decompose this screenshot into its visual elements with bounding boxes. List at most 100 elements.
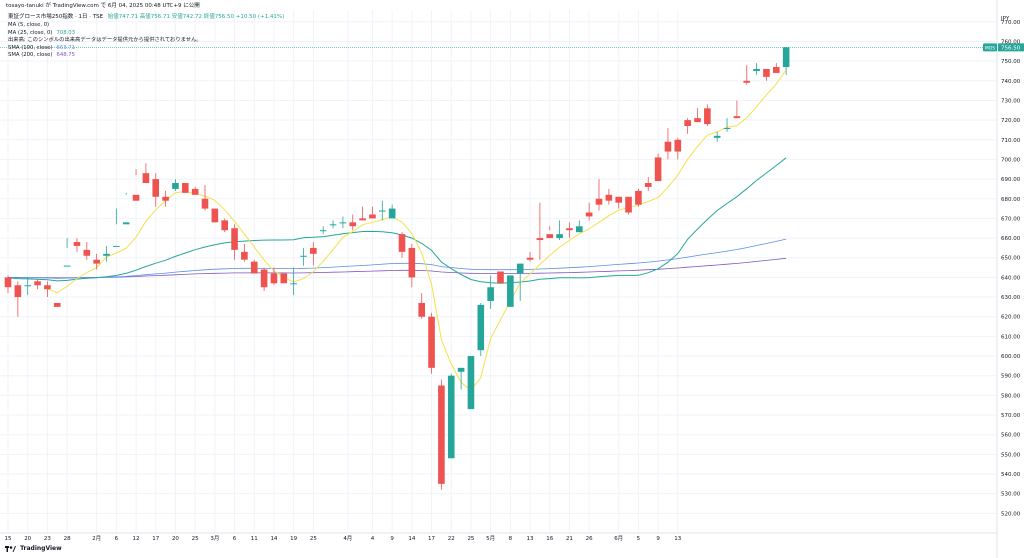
x-tick-label: 8: [509, 536, 513, 542]
candle-body: [585, 212, 593, 217]
candle-body: [497, 271, 504, 284]
legend-symbol-line: 東証グロース市場250指数 · 1日 · TSE 始値747.71 高値756.…: [8, 14, 284, 21]
candle-body: [516, 263, 524, 274]
candle-body: [349, 222, 357, 227]
candle-body: [753, 68, 760, 71]
y-tick-label: 530.00: [1001, 492, 1021, 498]
candle-body: [14, 285, 22, 298]
candle-body: [359, 218, 366, 221]
x-tick-label: 25: [310, 536, 317, 542]
legend-row[interactable]: SMA (100, close) 663.71: [8, 45, 75, 52]
candle-body: [300, 255, 307, 257]
candle-body: [713, 135, 721, 138]
sma100-line: [7, 238, 787, 279]
candle-body: [122, 222, 130, 225]
y-tick-label: 770.00: [1001, 20, 1021, 26]
publish-line: tosayo-tanuki が TradingView.com で 6月 04,…: [6, 3, 200, 9]
candle-body: [576, 226, 583, 233]
candle-body: [477, 304, 485, 351]
candle-body: [260, 269, 268, 288]
candle-body: [457, 367, 465, 372]
x-tick-label: 22: [448, 536, 455, 542]
y-tick-label: 720.00: [1001, 118, 1021, 124]
candle-body: [644, 183, 652, 187]
y-tick-label: 630.00: [1001, 295, 1021, 301]
y-tick-label: 740.00: [1001, 79, 1021, 85]
candle-body: [694, 118, 701, 123]
y-tick-label: 550.00: [1001, 452, 1021, 458]
x-tick-label: 21: [566, 536, 573, 542]
last-price-label: 756.50: [1001, 45, 1021, 51]
marker-badge: [983, 43, 997, 52]
y-tick-label: 640.00: [1001, 275, 1021, 281]
candle-body: [743, 80, 751, 83]
candle-body: [723, 127, 731, 129]
y-tick-label: 750.00: [1001, 59, 1021, 65]
x-tick-label: 2月: [92, 535, 101, 542]
y-tick-label: 690.00: [1001, 177, 1021, 183]
legend-row[interactable]: 出来高: このシンボルの出来高データはデータ提供元から提供されておりません。: [8, 37, 202, 44]
candle-body: [418, 302, 425, 317]
y-tick-label: 560.00: [1001, 433, 1021, 439]
y-tick-label: 700.00: [1001, 157, 1021, 163]
legend-row[interactable]: MA (5, close, 0): [8, 22, 49, 29]
candle-body: [53, 302, 61, 307]
candle-body: [339, 222, 347, 224]
x-tick-label: 6: [233, 536, 237, 542]
candle-body: [113, 245, 120, 247]
symbol-title[interactable]: 東証グロース市場250指数 · 1日 · TSE: [8, 14, 104, 20]
legend-label: 出来高: このシンボルの出来高データはデータ提供元から提供されておりません。: [8, 37, 202, 44]
candle-body: [44, 285, 51, 290]
x-tick-label: 16: [546, 536, 553, 542]
legend-row[interactable]: MA (25, close, 0) 708.03: [8, 30, 75, 37]
x-tick-label: 28: [64, 536, 71, 542]
candle-body: [408, 247, 416, 278]
ma25-line: [7, 157, 787, 284]
legend-row[interactable]: SMA (200, close) 648.75: [8, 52, 75, 59]
y-tick-label: 580.00: [1001, 393, 1021, 399]
y-tick-label: 620.00: [1001, 315, 1021, 321]
brand-name: TradingView: [20, 545, 62, 552]
candle-body: [556, 234, 563, 239]
x-tick-label: 4月: [343, 535, 352, 542]
y-tick-label: 540.00: [1001, 472, 1021, 478]
candle-body: [231, 228, 238, 250]
currency-label: JPY: [1000, 16, 1010, 22]
candle-body: [664, 141, 672, 152]
last-price-badge: [998, 43, 1024, 52]
candle-body: [773, 67, 780, 73]
candle-body: [319, 230, 327, 232]
candle-body: [684, 120, 691, 127]
candle-body: [654, 157, 662, 182]
x-tick-label: 6: [115, 536, 119, 542]
x-tick-label: 6月: [614, 535, 623, 542]
x-tick-label: 11: [251, 536, 258, 542]
candle-body: [241, 251, 248, 260]
x-tick-label: 20: [24, 536, 31, 542]
candle-body: [447, 375, 455, 459]
x-tick-label: 5: [637, 536, 641, 542]
y-tick-label: 760.00: [1001, 39, 1021, 45]
x-tick-label: 19: [290, 536, 297, 542]
candle-body: [625, 196, 632, 213]
y-tick-label: 660.00: [1001, 236, 1021, 242]
candle-body: [172, 183, 179, 189]
x-tick-label: 12: [133, 536, 140, 542]
y-tick-label: 570.00: [1001, 413, 1021, 419]
candle-body: [615, 196, 622, 203]
x-tick-label: 4: [371, 536, 375, 542]
candle-body: [280, 273, 288, 284]
candle-body: [398, 234, 406, 252]
ma5-line: [47, 69, 787, 392]
x-tick-label: 26: [586, 536, 593, 542]
x-tick-label: 9: [656, 536, 660, 542]
legend-value: 708.03: [56, 29, 76, 36]
x-tick-label: 9: [390, 536, 394, 542]
legend-value: 648.75: [56, 52, 76, 59]
x-tick-label: 13: [674, 536, 681, 542]
candle-body: [182, 183, 189, 193]
candle-body: [526, 257, 534, 260]
candle-body: [24, 285, 31, 287]
tradingview-brand[interactable]: TradingView: [5, 545, 62, 552]
